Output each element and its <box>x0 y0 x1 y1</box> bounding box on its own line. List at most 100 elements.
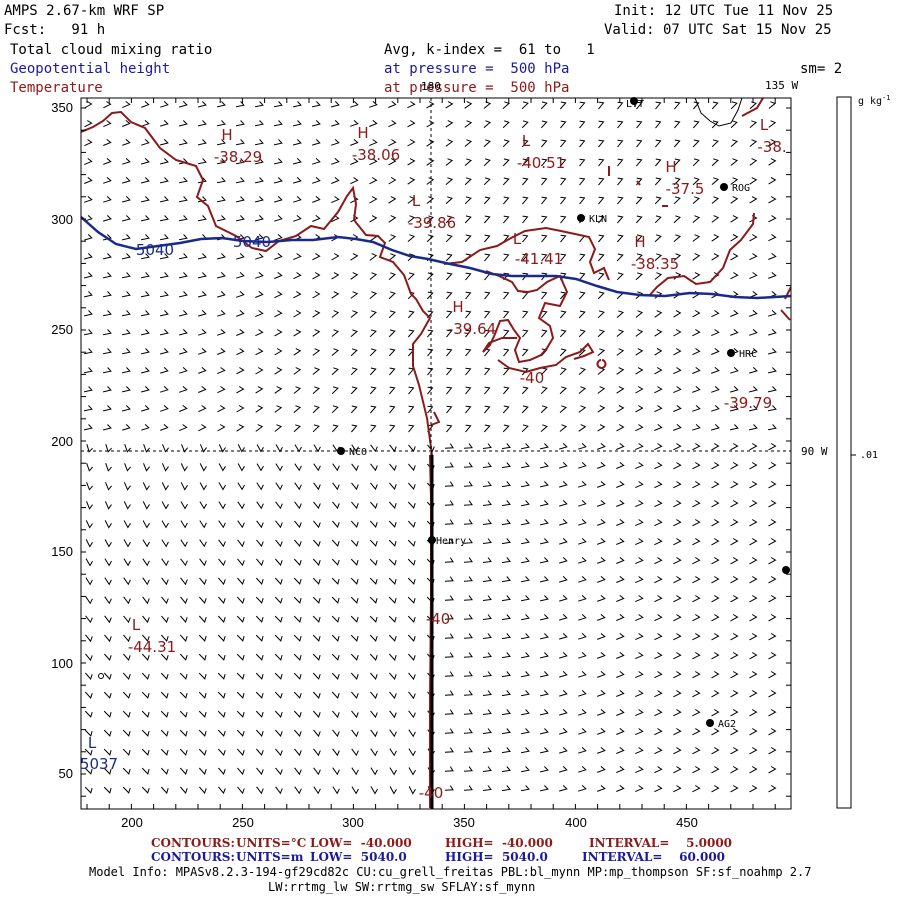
wind-barb <box>463 443 473 449</box>
wind-barb <box>445 139 454 147</box>
wind-barb <box>444 500 454 506</box>
wind-barb <box>197 101 207 108</box>
station-dot-ag2[interactable] <box>706 719 714 727</box>
wind-barb <box>86 463 93 472</box>
wind-barb <box>483 215 491 224</box>
wind-barb <box>274 691 283 699</box>
wind-barb <box>768 690 777 698</box>
wind-barb <box>160 653 169 661</box>
wind-barb <box>332 463 340 472</box>
wind-barb <box>692 348 701 356</box>
wind-barb <box>597 595 606 602</box>
wind-barb <box>598 177 605 186</box>
wind-barb <box>749 196 758 204</box>
wind-barb <box>730 538 739 546</box>
wind-barb <box>482 633 492 639</box>
wind-barb <box>501 785 511 792</box>
station-dot-nco[interactable] <box>337 447 345 455</box>
wind-barb <box>749 348 758 355</box>
wind-barb <box>522 329 529 338</box>
wind-barb <box>749 158 758 166</box>
wind-barb <box>559 728 568 735</box>
wind-barb <box>178 291 188 298</box>
station-dot-henry[interactable] <box>428 536 436 544</box>
wind-barb <box>673 538 682 546</box>
wind-barb <box>540 101 548 110</box>
wind-barb <box>180 577 188 586</box>
wind-barb <box>369 139 378 147</box>
wind-barb <box>616 462 625 469</box>
wind-barb <box>83 272 93 279</box>
wind-barb <box>559 633 568 640</box>
wind-barb <box>180 482 188 491</box>
wind-barb <box>616 614 625 621</box>
wind-barb <box>140 386 150 393</box>
station-label-hrc: HRC <box>739 349 757 360</box>
wind-barb <box>104 558 112 567</box>
wind-barb <box>313 748 321 757</box>
wind-barb <box>635 253 643 262</box>
wind-barb <box>178 253 188 260</box>
wind-barb <box>673 405 682 412</box>
wind-barb <box>84 158 93 166</box>
wind-barb <box>635 405 644 413</box>
station-dot-rog[interactable] <box>720 183 728 191</box>
wind-barb <box>159 158 169 165</box>
wind-barb <box>578 538 587 545</box>
wind-barb <box>293 272 302 280</box>
wind-barb <box>541 196 548 205</box>
wind-barb <box>541 139 548 148</box>
wind-barb <box>198 653 207 661</box>
lon-label-135w: 135 W <box>765 79 798 92</box>
wind-barb <box>559 329 567 338</box>
wind-barb <box>141 710 150 718</box>
wind-barb <box>748 424 758 431</box>
contours-height-units: UNITS=m <box>236 850 304 864</box>
wind-barb <box>560 120 567 129</box>
station-dot-unlabeled[interactable] <box>782 566 790 574</box>
station-dot-hrc[interactable] <box>727 349 735 357</box>
wind-barb <box>482 538 492 544</box>
wind-barb <box>85 615 93 624</box>
wind-barb <box>540 367 548 376</box>
wind-barb <box>255 405 264 413</box>
wind-barb <box>197 291 207 298</box>
wind-barb <box>541 158 548 167</box>
wind-barb <box>104 634 112 643</box>
wind-barb <box>256 558 264 567</box>
wind-barb <box>103 748 112 756</box>
wind-barb <box>730 728 739 736</box>
wind-barb <box>293 672 302 680</box>
wind-barb <box>256 444 264 453</box>
wind-barb <box>255 596 264 604</box>
wind-barb <box>464 177 472 186</box>
wind-barb <box>654 633 663 641</box>
height-val-1: 5040 <box>233 233 271 251</box>
wind-barb <box>427 444 435 453</box>
contours-height-high: HIGH= 5040.0 <box>445 850 548 864</box>
wind-barb <box>236 729 245 737</box>
station-dot-lvt[interactable] <box>630 97 638 105</box>
wind-barb <box>103 786 112 794</box>
wind-barb <box>539 557 549 564</box>
wind-barb <box>312 615 321 623</box>
station-dot-kln[interactable] <box>577 214 585 222</box>
wind-barb <box>559 405 567 413</box>
wind-barb <box>179 405 188 412</box>
wind-barb <box>388 139 397 147</box>
wind-barb <box>444 690 454 696</box>
wind-barb <box>616 747 625 754</box>
wind-barb <box>616 272 624 281</box>
wind-barb <box>597 329 605 338</box>
wind-barb <box>730 671 739 679</box>
wind-barb <box>483 424 491 433</box>
wind-barb <box>159 272 169 279</box>
wind-barb <box>236 672 245 680</box>
wind-barb <box>218 596 226 604</box>
wind-barb <box>464 158 472 166</box>
wind-barb <box>540 424 548 432</box>
temp-val-0: -38.29 <box>214 148 262 166</box>
wind-barb <box>160 672 169 680</box>
wind-barb <box>654 785 663 793</box>
wind-barb <box>768 196 777 204</box>
